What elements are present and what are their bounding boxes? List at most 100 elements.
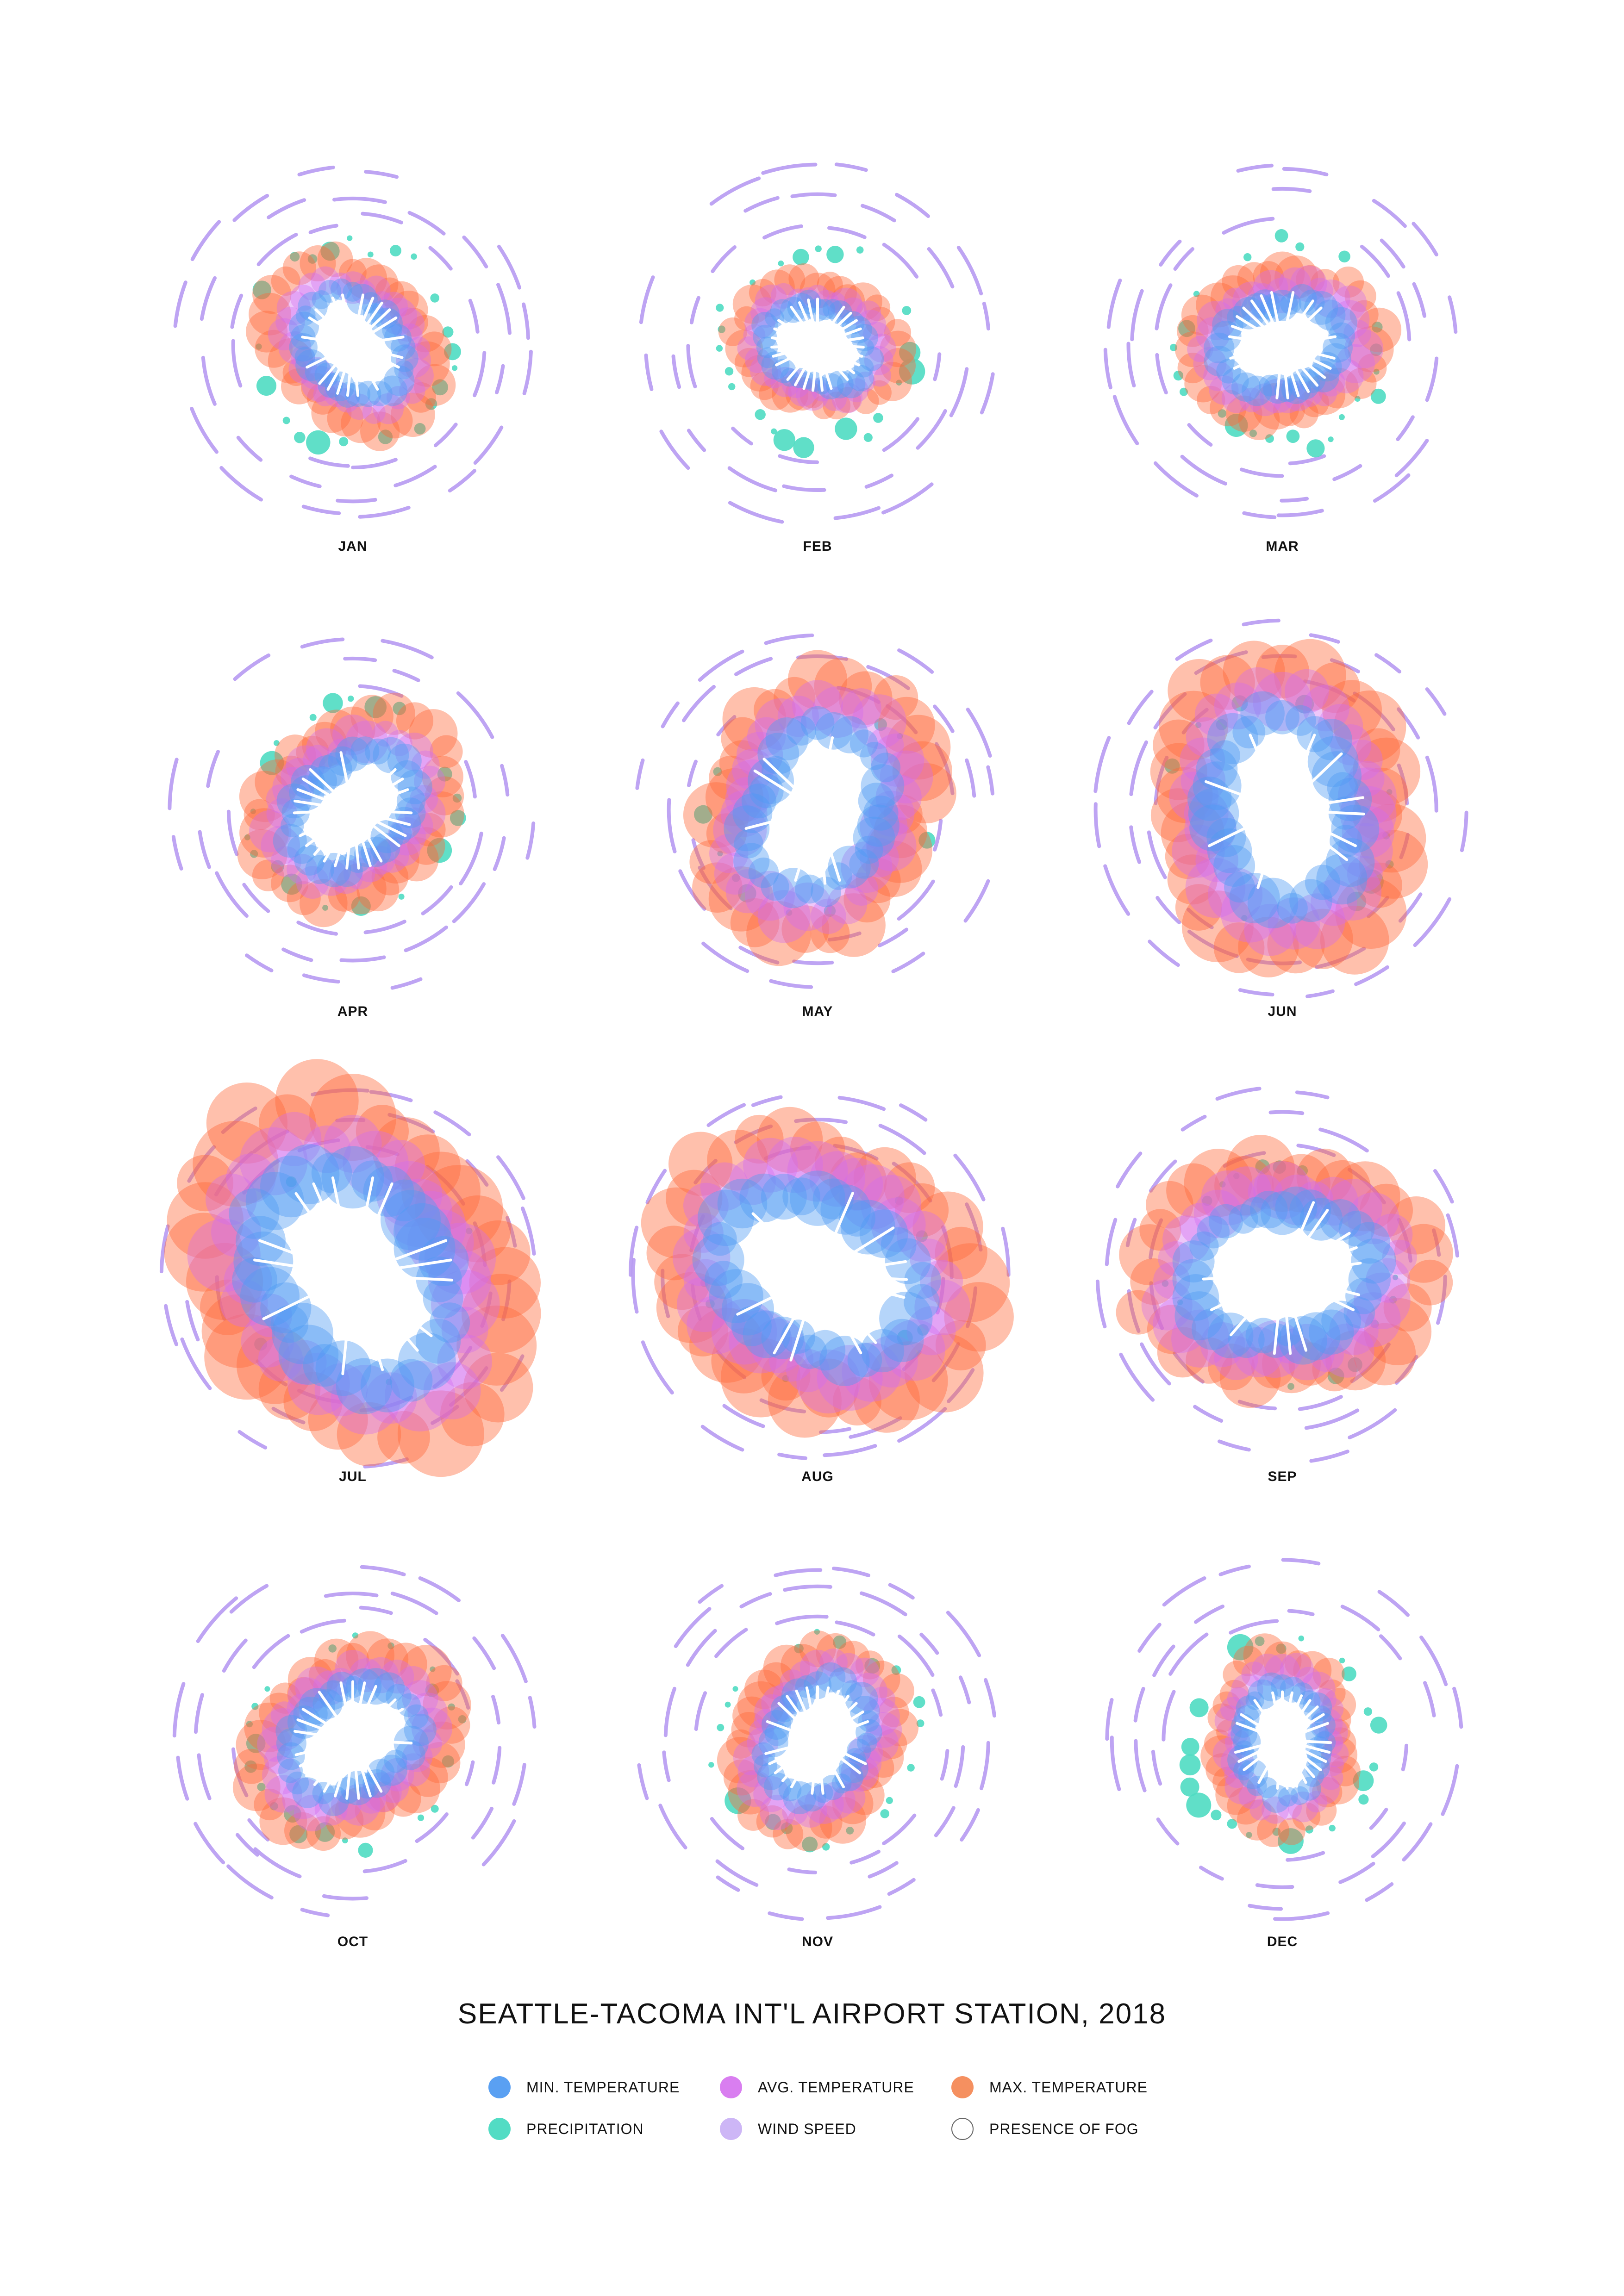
avg-temp-mar-6 — [1331, 286, 1367, 321]
max-temp-dec-31 — [1243, 1633, 1287, 1677]
avg-temp-feb-24 — [737, 336, 761, 361]
min-temp-sep-31 — [1250, 1190, 1288, 1229]
min-temp-sep-28 — [1208, 1204, 1243, 1238]
fog-tick-oct-19 — [323, 1754, 346, 1793]
avg-temp-sep-1 — [1253, 1161, 1312, 1220]
max-temp-oct-13 — [386, 1781, 421, 1817]
max-temp-oct-28 — [287, 1677, 319, 1710]
max-temp-jan-26 — [249, 292, 291, 336]
max-temp-apr-12 — [394, 837, 439, 882]
wind-arc-oct-2-13 — [418, 1576, 461, 1602]
max-temp-mar-18 — [1238, 398, 1280, 440]
avg-temp-may-26 — [726, 759, 780, 813]
fog-tick-jul-30 — [312, 1182, 343, 1249]
fog-tick-nov-11 — [831, 1746, 867, 1765]
precip-dot-jun-13 — [1347, 891, 1367, 911]
avg-temp-sep-14 — [1309, 1338, 1344, 1372]
wind-arc-aug-2-2 — [897, 1407, 947, 1443]
avg-temp-nov-19 — [760, 1794, 795, 1830]
max-temp-mar-23 — [1177, 353, 1208, 384]
avg-temp-oct-10 — [402, 1742, 433, 1773]
precip-dot-oct-18 — [315, 1822, 335, 1842]
max-temp-jan-7 — [399, 308, 428, 337]
precip-dot-sep-16 — [1287, 1383, 1294, 1390]
max-temp-jun-13 — [1335, 877, 1407, 949]
wind-arc-jul-1-2 — [431, 1405, 459, 1425]
wind-arc-jun-2-8 — [1093, 736, 1111, 793]
max-temp-jan-16 — [341, 403, 381, 443]
max-temp-ring-dec — [1200, 1633, 1361, 1847]
wind-arc-feb-0-3 — [778, 454, 819, 464]
wind-arc-sep-1-11 — [1318, 1127, 1369, 1153]
max-temp-may-6 — [886, 715, 951, 780]
max-temp-oct-17 — [325, 1801, 364, 1840]
legend-item-presence-of-fog: PRESENCE OF FOG — [951, 2115, 1139, 2143]
precip-dot-jun-29 — [1216, 719, 1227, 731]
avg-temp-jul-10 — [431, 1269, 500, 1339]
min-temp-mar-22 — [1216, 359, 1241, 384]
fog-tick-oct-20 — [313, 1752, 343, 1786]
fog-tick-jan-3 — [357, 296, 375, 332]
fog-tick-may-28 — [762, 758, 803, 796]
min-temp-sep-5 — [1319, 1199, 1362, 1241]
max-temp-sep-19 — [1208, 1344, 1255, 1391]
wind-arc-dec-1-5 — [1156, 1817, 1180, 1846]
avg-temp-apr-19 — [296, 866, 329, 899]
max-temp-aug-26 — [641, 1187, 712, 1258]
wind-arc-mar-2-15 — [1448, 295, 1458, 334]
wind-arc-may-0-9 — [837, 686, 881, 704]
wind-arc-may-1-2 — [878, 927, 909, 947]
fog-tick-oct-26 — [296, 1718, 338, 1736]
max-temp-mar-16 — [1273, 394, 1305, 426]
max-temp-jul-15 — [377, 1411, 430, 1464]
max-temp-may-14 — [843, 876, 891, 923]
precip-dot-sep-29 — [1219, 1181, 1226, 1188]
max-temp-jul-23 — [200, 1279, 256, 1335]
fog-tick-aug-3 — [826, 1192, 854, 1252]
avg-temp-jul-20 — [258, 1337, 303, 1381]
min-temp-feb-26 — [751, 312, 778, 339]
avg-temp-jan-11 — [398, 358, 434, 394]
wind-arc-apr-1-1 — [452, 882, 486, 923]
wind-arc-apr-0-0 — [459, 831, 483, 886]
avg-temp-aug-6 — [871, 1197, 926, 1252]
max-temp-dec-10 — [1321, 1736, 1358, 1773]
max-temp-aug-22 — [677, 1306, 728, 1356]
max-temp-nov-5 — [862, 1661, 900, 1698]
min-temp-may-16 — [811, 877, 841, 907]
precip-dot-nov-17 — [802, 1836, 818, 1853]
max-temp-jan-13 — [391, 392, 435, 437]
max-temp-apr-15 — [356, 869, 400, 912]
precip-dot-may-16 — [824, 905, 836, 917]
min-temp-sep-11 — [1343, 1297, 1375, 1329]
wind-arc-oct-1-12 — [472, 1636, 496, 1670]
wind-arc-jun-1-12 — [1396, 707, 1420, 740]
wind-arc-jun-2-11 — [1242, 618, 1280, 627]
min-temp-sep-6 — [1338, 1211, 1375, 1247]
avg-temp-dec-16 — [1276, 1794, 1302, 1820]
avg-temp-apr-16 — [343, 858, 375, 890]
min-temp-mar-9 — [1323, 332, 1353, 363]
fog-tick-sep-7 — [1303, 1246, 1358, 1269]
precip-dot-dec-21 — [1186, 1792, 1212, 1818]
avg-temp-jan-12 — [399, 378, 425, 404]
max-temp-sep-21 — [1157, 1327, 1208, 1378]
fog-tick-dec-23 — [1234, 1742, 1270, 1754]
wind-arc-oct-0-4 — [247, 1818, 270, 1842]
wind-arc-oct-2-5 — [226, 1864, 274, 1900]
precip-dot-feb-2 — [826, 246, 844, 263]
avg-temp-ring-jun — [1169, 667, 1397, 956]
fog-tick-mar-16 — [1282, 359, 1289, 399]
legend-label-wind-speed: WIND SPEED — [758, 2120, 856, 2137]
max-temp-aug-17 — [768, 1364, 842, 1438]
max-temp-mar-2 — [1274, 255, 1318, 299]
wind-arc-jul-0-5 — [215, 1275, 226, 1321]
wind-arc-jul-0-4 — [256, 1359, 287, 1387]
wind-arc-jul-0-9 — [365, 1145, 400, 1157]
fog-tick-dec-27 — [1240, 1713, 1272, 1734]
max-temp-aug-24 — [654, 1254, 710, 1310]
max-temp-jun-31 — [1223, 641, 1285, 703]
max-temp-nov-21 — [728, 1770, 773, 1815]
fog-ticks-aug — [736, 1192, 908, 1362]
max-temp-apr-2 — [350, 695, 394, 738]
